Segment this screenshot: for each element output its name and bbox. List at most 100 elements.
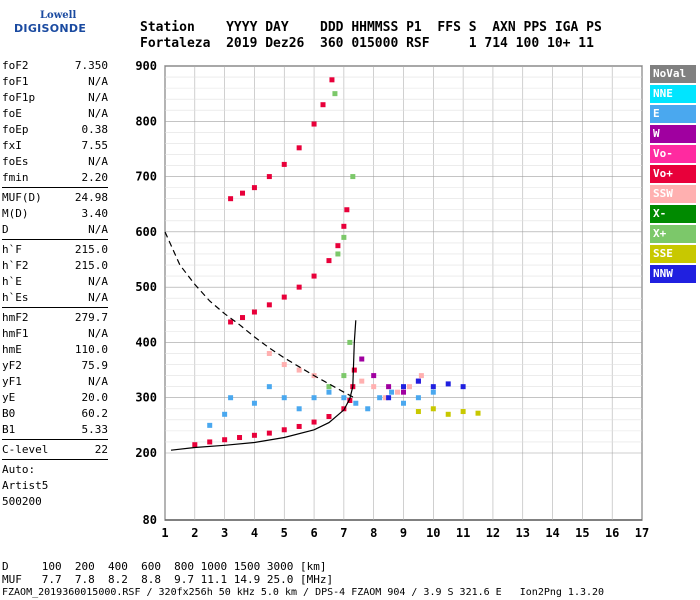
echo-point <box>326 258 332 264</box>
y-tick-label: 900 <box>135 59 157 73</box>
y-tick-label: 200 <box>135 446 157 460</box>
chart-grid <box>164 65 643 521</box>
y-tick-label: 800 <box>135 114 157 128</box>
echo-point <box>311 121 317 127</box>
param-row: MUF(D) 24.98 <box>2 190 108 206</box>
param-value: N/A <box>88 327 108 340</box>
param-row: foF2 7.350 <box>2 58 108 74</box>
param-value: N/A <box>88 275 108 288</box>
echo-point <box>296 284 302 290</box>
legend-item: Vo+ <box>650 165 696 183</box>
echo-point <box>347 339 353 345</box>
param-row: fmin 2.20 <box>2 170 108 186</box>
legend-item: X- <box>650 205 696 223</box>
param-row: yF2 75.9 <box>2 358 108 374</box>
echo-point <box>326 414 332 420</box>
param-name: h`E <box>2 275 22 288</box>
x-tick-label: 4 <box>251 526 258 540</box>
echo-point <box>365 406 371 412</box>
param-name: foEp <box>2 123 29 136</box>
param-value: 20.0 <box>81 391 109 404</box>
param-value: 215.0 <box>74 243 108 256</box>
param-value: 279.7 <box>74 311 108 324</box>
x-tick-label: 7 <box>340 526 347 540</box>
echo-point <box>311 273 317 279</box>
echo-point <box>228 319 234 325</box>
echo-point <box>401 389 406 395</box>
param-name: yE <box>2 391 16 404</box>
param-separator <box>2 187 108 188</box>
echo-point <box>335 243 341 249</box>
chart-curves <box>164 231 357 451</box>
param-separator <box>2 459 108 460</box>
param-row: fxI 7.55 <box>2 138 108 154</box>
echo-point <box>347 397 353 403</box>
param-name: h`F <box>2 243 22 256</box>
legend: NoVal NNE E W Vo- Vo+ SSW X- X+ SSE NNW <box>650 65 696 285</box>
echo-point <box>341 223 347 229</box>
x-tick-label: 3 <box>221 526 228 540</box>
echo-point <box>251 185 257 191</box>
echo-point <box>353 400 359 406</box>
param-name: B0 <box>2 407 16 420</box>
param-value: 0.38 <box>81 123 109 136</box>
param-row: B0 60.2 <box>2 406 108 422</box>
param-row: yE 20.0 <box>2 390 108 406</box>
echo-point <box>406 384 412 390</box>
echo-point <box>281 395 287 401</box>
chart-tick-labels: 1 2 3 4 5 6 7 8 9 10 11 12 13 14 15 16 17802003004005006… <box>135 59 649 540</box>
logo-digisonde: DIGISONDE <box>14 22 87 35</box>
echo-point <box>311 419 317 425</box>
legend-item: SSW <box>650 185 696 203</box>
echo-point <box>311 395 317 401</box>
echo-point <box>415 378 421 384</box>
y-tick-label: 500 <box>135 280 157 294</box>
param-row: foF1 N/A <box>2 74 108 90</box>
legend-item: W <box>650 125 696 143</box>
param-value: 7.350 <box>74 59 108 72</box>
echo-point <box>281 362 287 368</box>
echo-point <box>296 423 302 429</box>
echo-point <box>222 437 228 443</box>
x-tick-label: 5 <box>281 526 288 540</box>
y-tick-label: 400 <box>135 335 157 349</box>
param-row: foE N/A <box>2 106 108 122</box>
echo-point <box>430 389 436 395</box>
echo-point <box>341 234 347 240</box>
legend-item: NNE <box>650 85 696 103</box>
x-tick-label: 9 <box>400 526 407 540</box>
y-tick-label: 700 <box>135 170 157 184</box>
param-row: B1 5.33 <box>2 422 108 438</box>
param-value: N/A <box>88 291 108 304</box>
legend-item: X+ <box>650 225 696 243</box>
param-value: 2.20 <box>81 171 109 184</box>
x-tick-label: 12 <box>486 526 500 540</box>
echo-point <box>332 91 338 97</box>
echo-point <box>326 384 332 390</box>
x-tick-label: 10 <box>426 526 440 540</box>
echo-point <box>237 435 243 441</box>
echo-point <box>415 409 421 415</box>
param-name: foEs <box>2 155 29 168</box>
echo-point <box>296 406 302 412</box>
header-labels: Station YYYY DAY DDD HHMMSS P1 FFS S AXN… <box>140 20 602 35</box>
param-separator <box>2 239 108 240</box>
param-row: h`F2 215.0 <box>2 258 108 274</box>
echo-point <box>228 395 234 401</box>
param-name: yF2 <box>2 359 22 372</box>
echo-point <box>281 161 287 167</box>
echo-point <box>401 400 406 406</box>
echo-point <box>371 384 377 390</box>
x-tick-label: 13 <box>516 526 530 540</box>
echo-point <box>240 315 246 321</box>
legend-item: SSE <box>650 245 696 263</box>
echo-point <box>475 410 481 416</box>
param-value: 22 <box>94 443 108 456</box>
param-name: D <box>2 223 9 236</box>
param-name: h`F2 <box>2 259 29 272</box>
param-value: N/A <box>88 107 108 120</box>
footer-distance: D 100 200 400 600 800 1000 1500 3000 [km… <box>2 560 327 573</box>
echo-point <box>460 384 466 390</box>
echo-point <box>341 373 347 379</box>
echo-point <box>266 350 272 356</box>
